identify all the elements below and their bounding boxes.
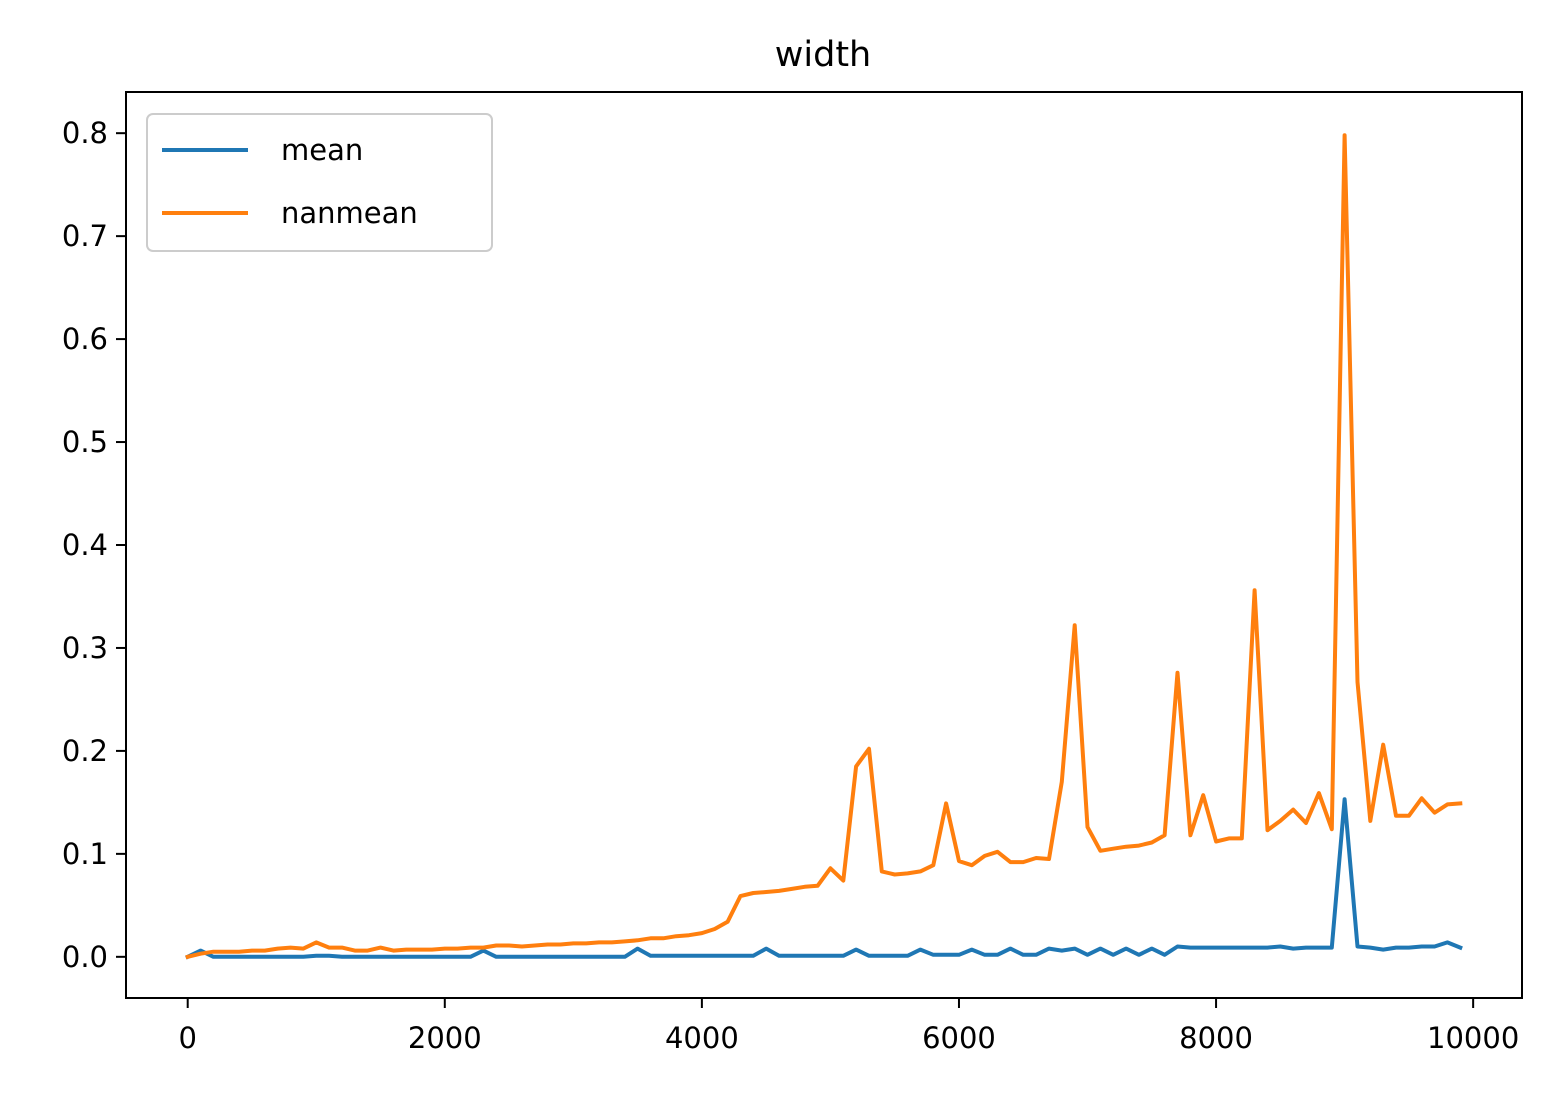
- x-tick-label: 8000: [1179, 1021, 1253, 1055]
- chart-title: width: [775, 35, 871, 75]
- y-tick-label: 0.6: [62, 322, 108, 356]
- axis-ticks: 0 2000 4000 6000 8000 10000 0.0 0.1 0.2 0.3 0.4 0.5…: [62, 116, 1519, 1055]
- plot-area: [185, 133, 1463, 960]
- y-tick-label: 0.5: [62, 425, 108, 459]
- legend-label-nanmean: nanmean: [281, 196, 418, 230]
- y-tick-label: 0.3: [62, 631, 108, 665]
- x-tick-label: 0: [178, 1021, 196, 1055]
- legend-label-mean: mean: [281, 133, 363, 167]
- y-tick-label: 0.1: [62, 837, 108, 871]
- legend: mean nanmean: [146, 113, 493, 252]
- y-tick-label: 0.4: [62, 528, 108, 562]
- x-tick-label: 2000: [408, 1021, 482, 1055]
- y-tick-label: 0.2: [62, 734, 108, 768]
- x-tick-label: 6000: [922, 1021, 996, 1055]
- y-tick-label: 0.0: [62, 940, 108, 974]
- series-line-nanmean: [185, 133, 1463, 960]
- series-line-mean: [185, 797, 1463, 960]
- x-tick-label: 10000: [1427, 1021, 1519, 1055]
- y-tick-label: 0.8: [62, 116, 108, 150]
- x-tick-label: 4000: [665, 1021, 739, 1055]
- y-tick-label: 0.7: [62, 219, 108, 253]
